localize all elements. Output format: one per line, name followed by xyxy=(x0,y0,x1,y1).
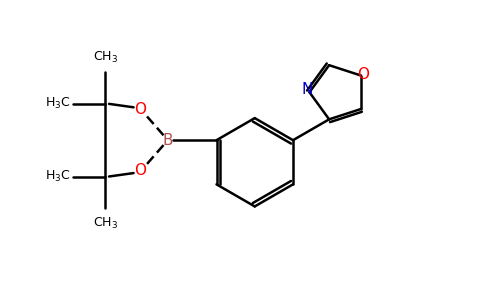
Text: CH$_3$: CH$_3$ xyxy=(92,216,118,231)
Text: H$_3$C: H$_3$C xyxy=(45,169,71,184)
Text: H$_3$C: H$_3$C xyxy=(45,96,71,111)
Text: B: B xyxy=(162,133,173,148)
Text: O: O xyxy=(135,102,147,117)
Text: O: O xyxy=(357,67,369,82)
Text: CH$_3$: CH$_3$ xyxy=(92,50,118,64)
Text: N: N xyxy=(302,82,313,97)
Text: O: O xyxy=(135,163,147,178)
